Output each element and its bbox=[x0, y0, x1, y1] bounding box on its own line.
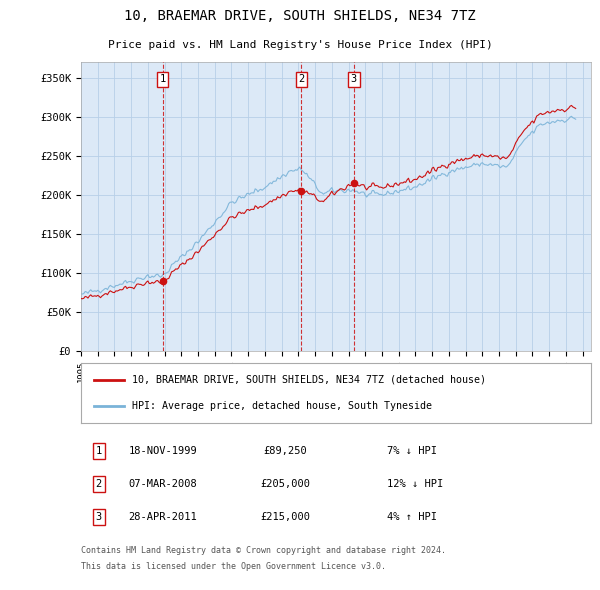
Text: £215,000: £215,000 bbox=[260, 512, 310, 522]
Text: This data is licensed under the Open Government Licence v3.0.: This data is licensed under the Open Gov… bbox=[81, 562, 386, 571]
Text: Contains HM Land Registry data © Crown copyright and database right 2024.: Contains HM Land Registry data © Crown c… bbox=[81, 546, 446, 555]
Text: 28-APR-2011: 28-APR-2011 bbox=[128, 512, 197, 522]
Text: 18-NOV-1999: 18-NOV-1999 bbox=[128, 446, 197, 455]
Text: 3: 3 bbox=[351, 74, 357, 84]
Text: 7% ↓ HPI: 7% ↓ HPI bbox=[387, 446, 437, 455]
Text: 1: 1 bbox=[160, 74, 166, 84]
Text: 4% ↑ HPI: 4% ↑ HPI bbox=[387, 512, 437, 522]
Text: 2: 2 bbox=[96, 479, 102, 489]
Text: 1: 1 bbox=[96, 446, 102, 455]
Text: 2: 2 bbox=[298, 74, 305, 84]
Text: 10, BRAEMAR DRIVE, SOUTH SHIELDS, NE34 7TZ (detached house): 10, BRAEMAR DRIVE, SOUTH SHIELDS, NE34 7… bbox=[132, 375, 486, 385]
Text: 07-MAR-2008: 07-MAR-2008 bbox=[128, 479, 197, 489]
Text: 10, BRAEMAR DRIVE, SOUTH SHIELDS, NE34 7TZ: 10, BRAEMAR DRIVE, SOUTH SHIELDS, NE34 7… bbox=[124, 9, 476, 23]
Text: £205,000: £205,000 bbox=[260, 479, 310, 489]
Text: HPI: Average price, detached house, South Tyneside: HPI: Average price, detached house, Sout… bbox=[132, 401, 432, 411]
Text: Price paid vs. HM Land Registry's House Price Index (HPI): Price paid vs. HM Land Registry's House … bbox=[107, 40, 493, 50]
Text: £89,250: £89,250 bbox=[263, 446, 307, 455]
Text: 3: 3 bbox=[96, 512, 102, 522]
Text: 12% ↓ HPI: 12% ↓ HPI bbox=[387, 479, 443, 489]
